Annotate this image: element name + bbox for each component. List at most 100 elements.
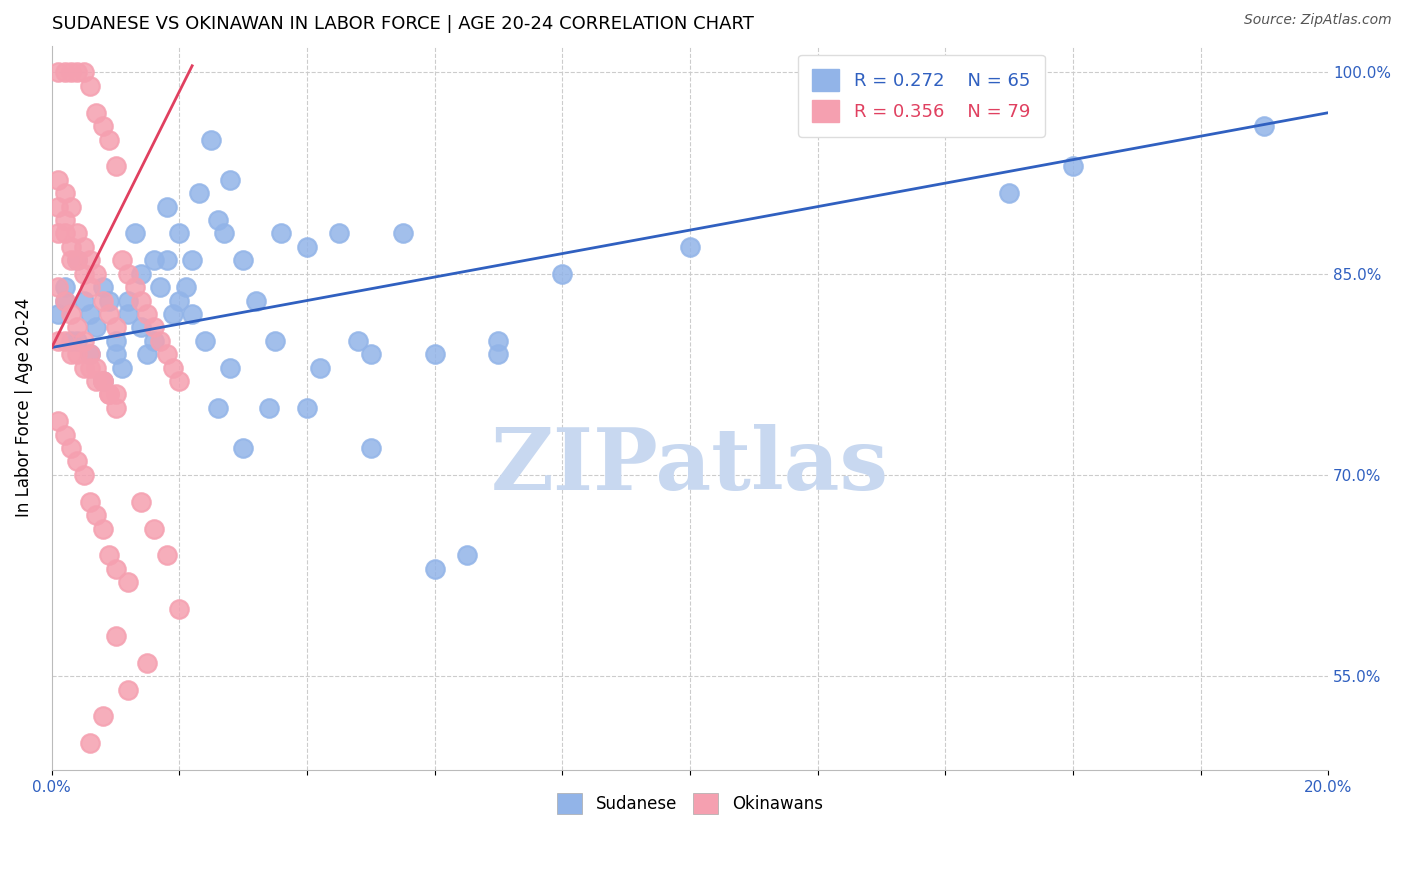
Point: [162, 307, 184, 321]
Point: [59, 240, 82, 254]
Point: [998, 186, 1021, 201]
Point: [124, 227, 146, 241]
Point: [270, 227, 292, 241]
Point: [86, 508, 108, 523]
Point: [232, 441, 254, 455]
Point: [98, 132, 121, 146]
Point: [360, 347, 382, 361]
Text: Source: ZipAtlas.com: Source: ZipAtlas.com: [1244, 13, 1392, 28]
Point: [66, 65, 89, 79]
Point: [79, 280, 101, 294]
Point: [162, 360, 184, 375]
Text: ZIPatlas: ZIPatlas: [491, 424, 889, 508]
Point: [91, 522, 114, 536]
Point: [169, 293, 191, 308]
Point: [86, 360, 108, 375]
Point: [295, 401, 318, 415]
Point: [79, 78, 101, 93]
Point: [46, 65, 69, 79]
Point: [111, 253, 134, 268]
Point: [66, 347, 89, 361]
Point: [79, 494, 101, 508]
Point: [104, 320, 127, 334]
Point: [264, 334, 287, 348]
Point: [98, 293, 121, 308]
Point: [136, 656, 159, 670]
Point: [194, 334, 217, 348]
Point: [423, 347, 446, 361]
Point: [169, 602, 191, 616]
Point: [91, 280, 114, 294]
Point: [169, 374, 191, 388]
Point: [59, 334, 82, 348]
Point: [488, 334, 510, 348]
Point: [59, 347, 82, 361]
Point: [136, 347, 159, 361]
Point: [86, 267, 108, 281]
Point: [174, 280, 197, 294]
Point: [53, 186, 76, 201]
Point: [73, 467, 96, 482]
Point: [98, 307, 121, 321]
Point: [91, 119, 114, 133]
Point: [79, 347, 101, 361]
Point: [53, 213, 76, 227]
Point: [124, 280, 146, 294]
Point: [66, 334, 89, 348]
Point: [73, 360, 96, 375]
Point: [66, 253, 89, 268]
Point: [245, 293, 267, 308]
Point: [86, 105, 108, 120]
Point: [91, 709, 114, 723]
Point: [129, 293, 152, 308]
Point: [200, 132, 222, 146]
Point: [423, 562, 446, 576]
Point: [142, 253, 165, 268]
Point: [91, 374, 114, 388]
Point: [156, 253, 179, 268]
Point: [1253, 119, 1275, 133]
Point: [104, 347, 127, 361]
Point: [187, 186, 209, 201]
Point: [117, 293, 139, 308]
Point: [53, 280, 76, 294]
Point: [328, 227, 350, 241]
Point: [117, 267, 139, 281]
Point: [551, 267, 574, 281]
Point: [91, 293, 114, 308]
Point: [679, 240, 702, 254]
Point: [79, 253, 101, 268]
Point: [66, 227, 89, 241]
Point: [156, 200, 179, 214]
Point: [212, 227, 235, 241]
Point: [79, 360, 101, 375]
Point: [66, 320, 89, 334]
Point: [111, 360, 134, 375]
Point: [149, 334, 172, 348]
Point: [1062, 160, 1084, 174]
Point: [91, 374, 114, 388]
Point: [129, 320, 152, 334]
Point: [117, 575, 139, 590]
Point: [360, 441, 382, 455]
Point: [117, 682, 139, 697]
Point: [104, 334, 127, 348]
Point: [181, 253, 204, 268]
Point: [142, 334, 165, 348]
Point: [207, 401, 229, 415]
Point: [79, 307, 101, 321]
Point: [46, 227, 69, 241]
Point: [59, 200, 82, 214]
Point: [59, 307, 82, 321]
Point: [73, 240, 96, 254]
Point: [59, 441, 82, 455]
Point: [66, 253, 89, 268]
Point: [53, 293, 76, 308]
Point: [142, 320, 165, 334]
Point: [156, 549, 179, 563]
Point: [104, 562, 127, 576]
Point: [53, 293, 76, 308]
Point: [104, 629, 127, 643]
Point: [295, 240, 318, 254]
Point: [86, 320, 108, 334]
